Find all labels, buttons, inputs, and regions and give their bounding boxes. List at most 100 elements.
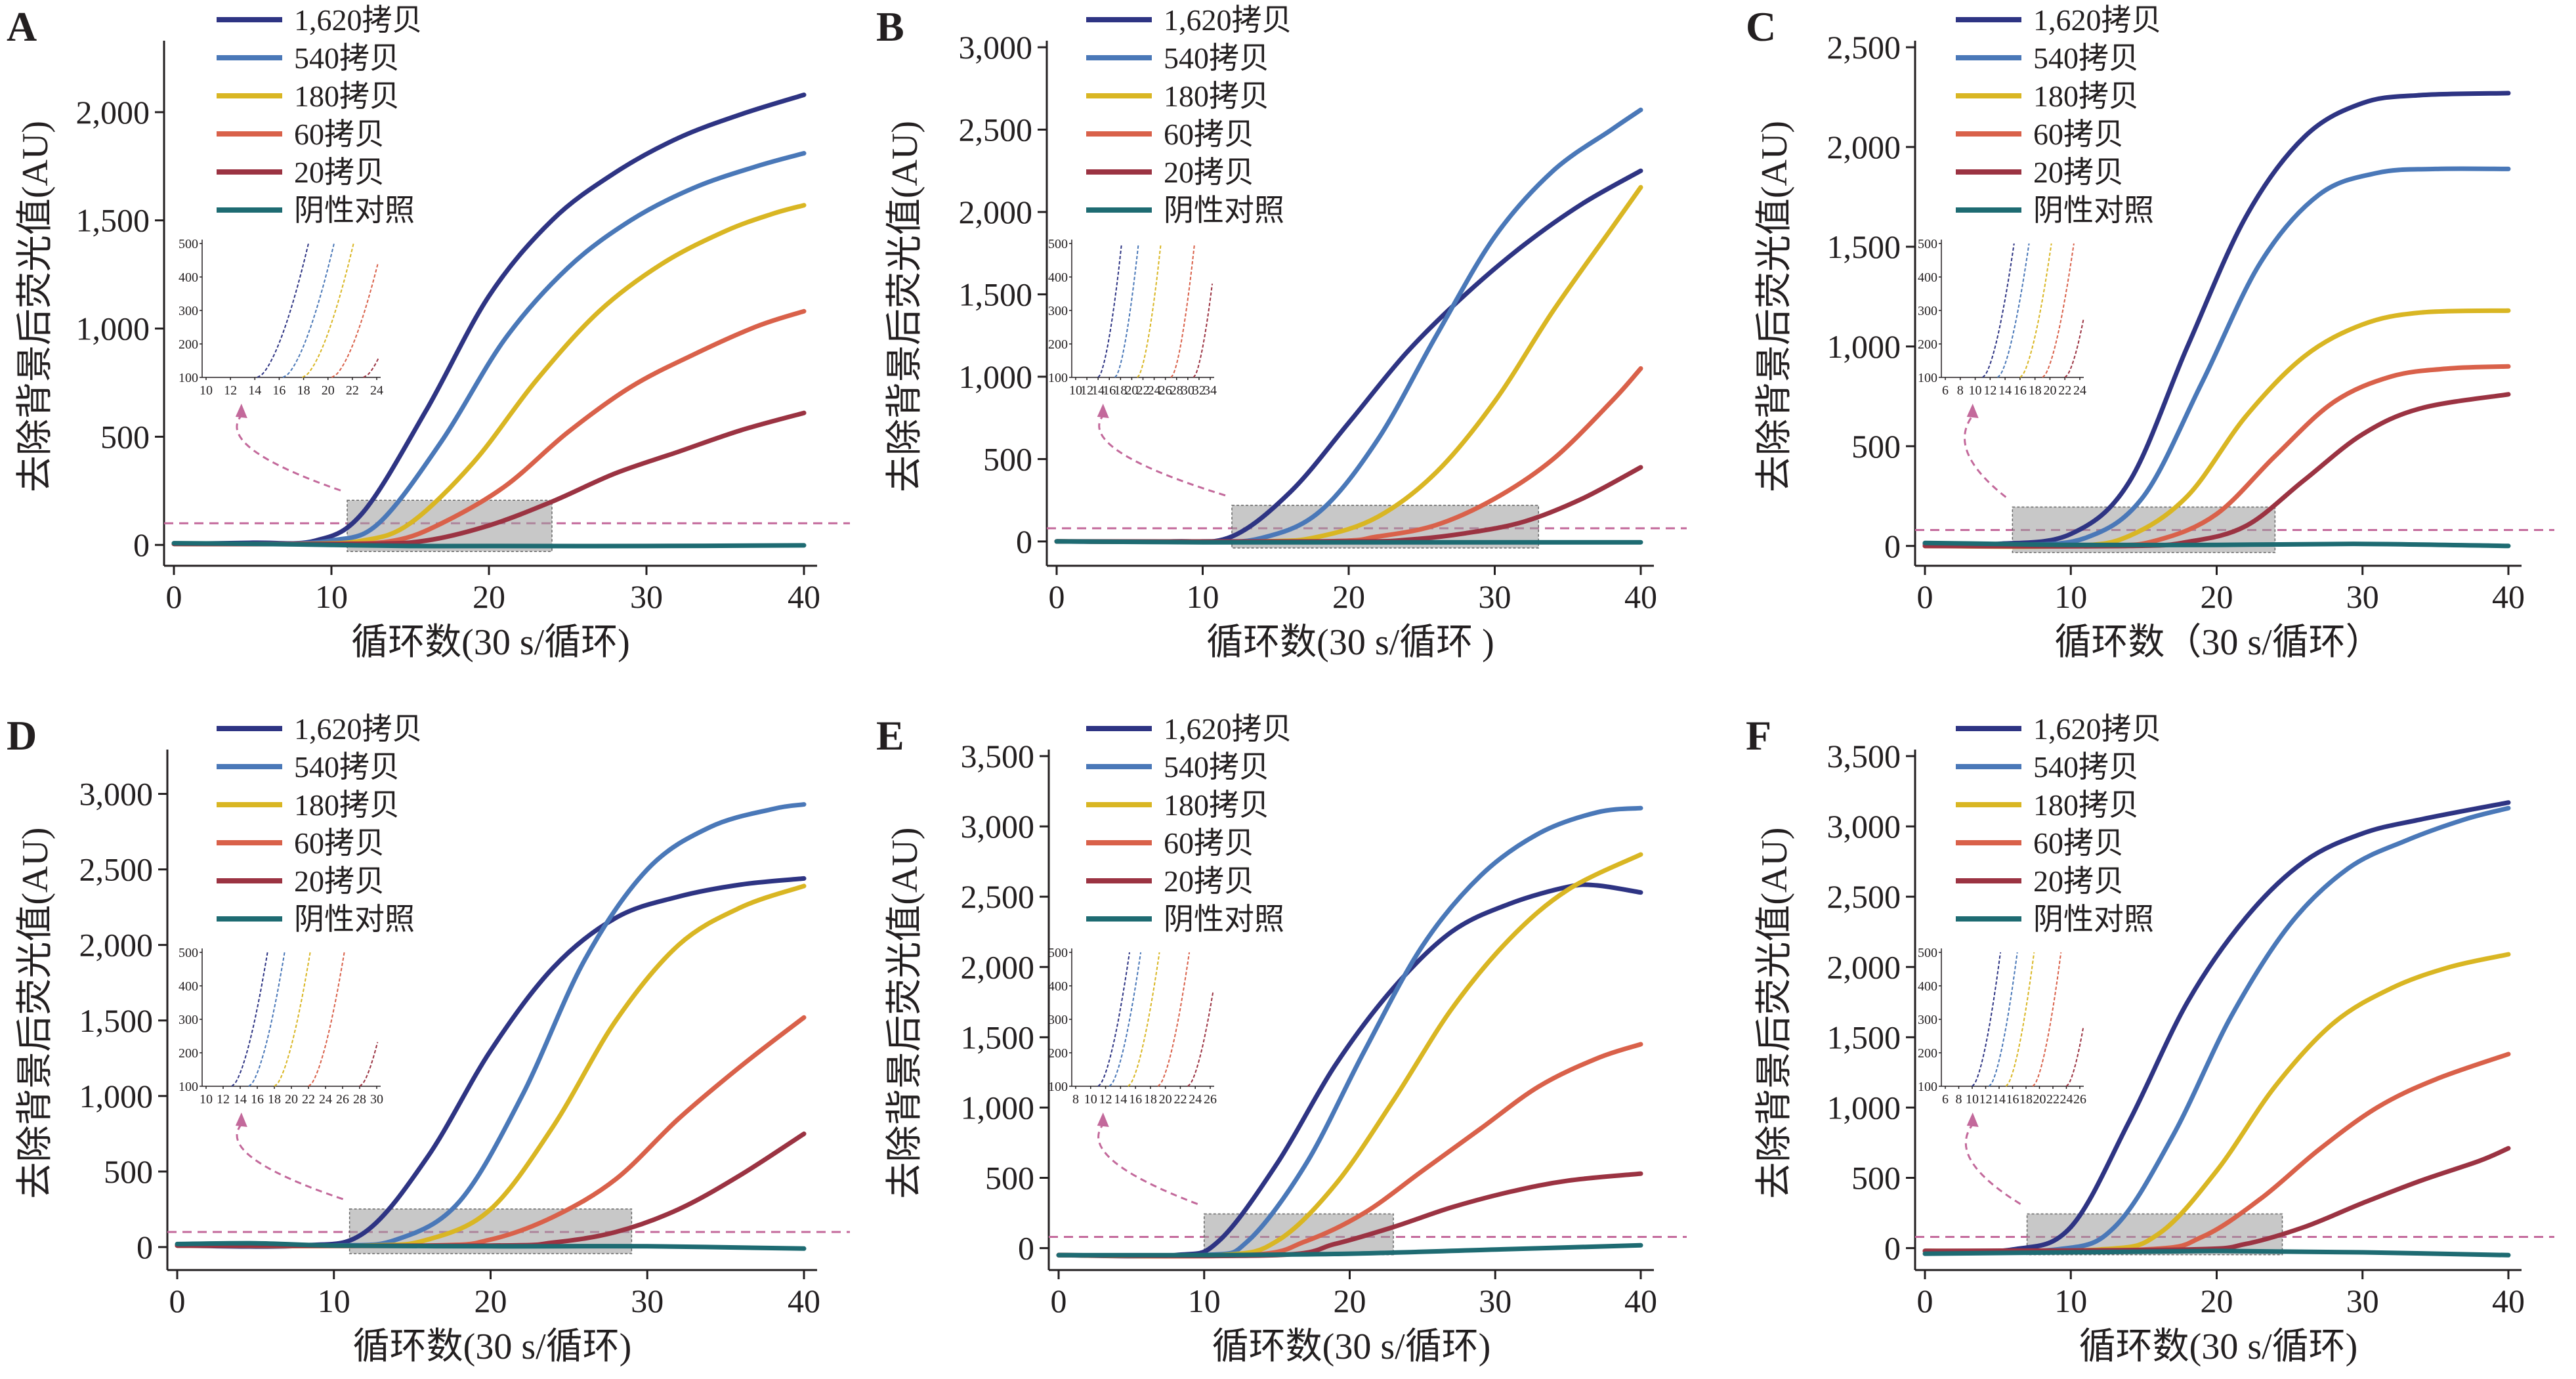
x-axis-title: 循环数(30 s/循环): [1212, 1326, 1491, 1367]
inset-curve: [231, 952, 268, 1087]
inset-x-tick-label: 30: [370, 1092, 383, 1107]
inset-x-tick-label: 34: [1204, 383, 1217, 398]
inset-x-tick-label: 16: [251, 1092, 264, 1107]
inset-curve: [1127, 952, 1160, 1087]
y-tick-label: 0: [137, 1229, 153, 1265]
inset-x-tick-label: 16: [1103, 383, 1116, 398]
legend-label: 180拷贝: [2033, 79, 2139, 113]
y-tick-label: 3,000: [79, 776, 154, 813]
panel-d: D 0 500 1,000 1,500 2,000 2,500 3,000 0 10 20 30 40 循…: [7, 712, 850, 1367]
x-tick-label: 20: [475, 1283, 507, 1319]
zoom-arrowhead: [1097, 1113, 1109, 1127]
legend-label: 20拷贝: [1164, 156, 1254, 189]
inset-x-tick-label: 12: [1080, 383, 1093, 398]
inset-curve: [2005, 952, 2035, 1087]
zoom-arrow: [1964, 1124, 2021, 1205]
series-line: [1922, 800, 2511, 1254]
zoom-arrow: [1963, 415, 2007, 498]
series-line: [1054, 539, 1643, 545]
inset-x-tick-label: 24: [370, 383, 383, 398]
y-axis-title: 去除背景后荧光值(AU): [15, 827, 56, 1199]
y-tick-label: 0: [1884, 528, 1901, 564]
zoom-arrow: [236, 415, 341, 492]
y-axis-title: 去除背景后荧光值(AU): [885, 121, 925, 492]
x-tick-label: 0: [1051, 1283, 1067, 1319]
legend-label: 540拷贝: [294, 750, 400, 784]
y-tick-label: 2,000: [1827, 948, 1901, 985]
y-tick-label: 500: [104, 1153, 153, 1190]
inset-y-tick-label: 300: [1048, 1013, 1068, 1027]
y-tick-label: 2,000: [79, 927, 154, 964]
legend-label: 540拷贝: [1164, 41, 1269, 75]
series-line: [1922, 91, 2511, 547]
inset-x-tick-label: 10: [1069, 383, 1082, 398]
inset-y-tick-label: 500: [1048, 237, 1068, 251]
x-tick-label: 30: [630, 578, 663, 615]
inset-x-tick-label: 6: [1942, 383, 1949, 398]
x-tick-label: 40: [1624, 1283, 1657, 1319]
inset-curve: [363, 357, 379, 378]
inset-x-tick-label: 14: [234, 1092, 247, 1107]
y-tick-label: 2,500: [959, 111, 1033, 148]
inset-x-tick-label: 28: [353, 1092, 366, 1107]
y-tick-label: 2,000: [959, 194, 1033, 230]
panel-letter: D: [7, 712, 37, 759]
y-tick-label: 1,000: [959, 358, 1033, 395]
legend-label: 20拷贝: [294, 864, 385, 898]
inset-x-tick-label: 12: [1983, 383, 1996, 398]
inset-background: [1941, 948, 2084, 1086]
inset-curve: [1193, 284, 1214, 378]
inset-curve: [1972, 952, 2002, 1087]
legend-label: 20拷贝: [2033, 864, 2124, 898]
inset-y-tick-label: 400: [179, 270, 198, 285]
x-tick-label: 0: [1917, 1283, 1933, 1319]
inset-curve: [308, 952, 345, 1087]
x-tick-label: 20: [2201, 578, 2233, 615]
panel-letter: A: [7, 3, 37, 50]
x-tick-label: 30: [1479, 1283, 1511, 1319]
inset-y-tick-label: 100: [1048, 1080, 1068, 1094]
y-tick-label: 1,000: [76, 310, 150, 347]
y-tick-label: 3,000: [961, 808, 1035, 845]
inset-x-tick-label: 14: [248, 383, 261, 398]
inset-y-tick-label: 500: [179, 946, 198, 960]
y-tick-label: 2,000: [76, 94, 150, 131]
inset-x-tick-label: 22: [2058, 383, 2071, 398]
inset-y-tick-label: 400: [179, 979, 198, 994]
inset-x-tick-label: 8: [1957, 383, 1964, 398]
inset-curve: [359, 1042, 379, 1087]
inset-x-tick-label: 6: [1942, 1092, 1949, 1107]
zoom-arrowhead: [1966, 404, 1979, 418]
legend-label: 20拷贝: [294, 156, 385, 189]
inset-y-tick-label: 500: [1918, 946, 1937, 960]
y-tick-label: 500: [985, 1160, 1034, 1197]
inset-x-tick-label: 10: [200, 1092, 213, 1107]
inset-y-tick-label: 400: [1048, 270, 1068, 285]
inset-y-tick-label: 300: [1918, 304, 1937, 318]
inset-x-tick-label: 26: [1204, 1092, 1217, 1107]
legend-label: 60拷贝: [2033, 117, 2124, 151]
inset-x-tick-label: 30: [1181, 383, 1194, 398]
series-line: [1056, 1242, 1643, 1258]
inset-curve: [1097, 243, 1122, 378]
inset-x-tick-label: 20: [2043, 383, 2056, 398]
legend-label: 阴性对照: [1164, 194, 1284, 227]
inset-y-tick-label: 500: [1918, 237, 1937, 251]
legend-label: 阴性对照: [294, 194, 415, 227]
inset-curve: [1170, 243, 1196, 378]
inset-x-tick-label: 14: [1114, 1092, 1127, 1107]
y-tick-label: 500: [100, 418, 150, 455]
y-tick-label: 0: [1018, 1230, 1034, 1267]
x-tick-label: 10: [318, 1283, 350, 1319]
inset-x-tick-label: 18: [2029, 383, 2042, 398]
inset-x-tick-label: 22: [2046, 1092, 2059, 1107]
x-tick-label: 40: [788, 578, 820, 615]
inset-x-tick-label: 10: [1966, 1092, 1979, 1107]
inset-x-tick-label: 26: [1159, 383, 1172, 398]
legend-label: 540拷贝: [294, 41, 400, 75]
inset-curve: [1157, 952, 1191, 1087]
inset-x-tick-label: 18: [1114, 383, 1127, 398]
series-line: [1922, 540, 2511, 549]
panel-f: F 0 500 1,000 1,500 2,000 2,500 3,000 3,500 0 10 20…: [1746, 712, 2554, 1367]
